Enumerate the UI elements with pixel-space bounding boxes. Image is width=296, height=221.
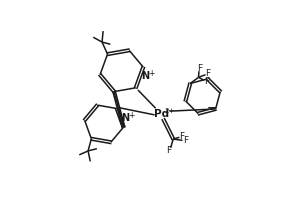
Text: +: + [148,69,155,78]
Text: Pd: Pd [154,109,169,119]
Text: 2+: 2+ [164,108,175,114]
Text: F: F [205,69,210,78]
Text: N: N [122,113,130,123]
Text: F: F [197,65,202,74]
Text: −: − [207,103,216,113]
Text: F: F [166,146,171,154]
Text: N: N [141,71,149,81]
Text: F: F [179,132,184,141]
Text: F: F [183,136,188,145]
Text: +: + [129,111,135,120]
Text: F: F [204,77,209,86]
